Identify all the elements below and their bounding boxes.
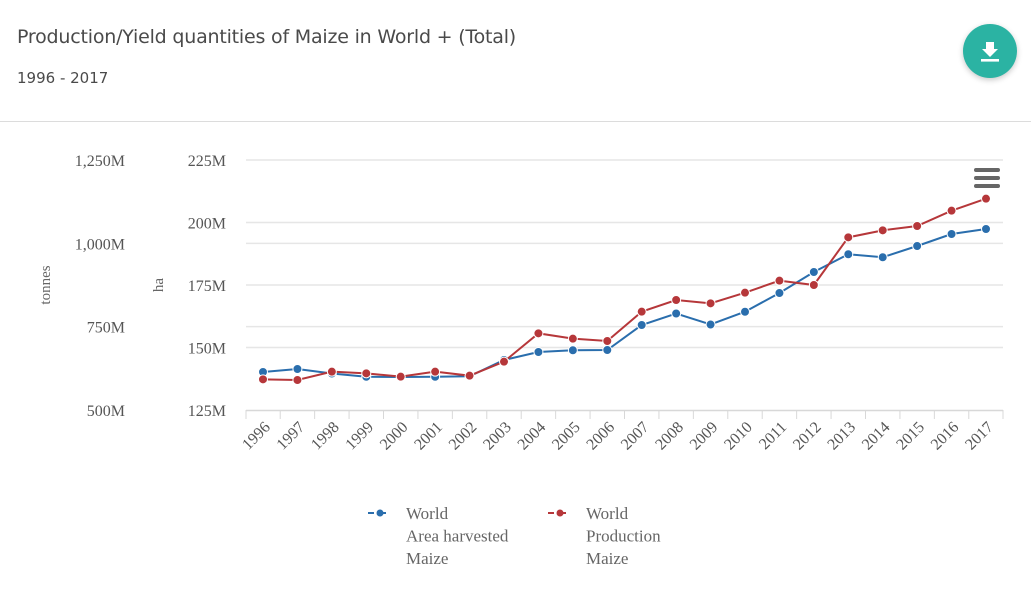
x-tick-label: 2010 — [721, 419, 756, 454]
series — [258, 193, 991, 385]
legend-symbol-marker — [556, 509, 564, 517]
legend-label: Maize — [586, 549, 628, 568]
y-tick-label-ha: 150M — [188, 341, 226, 358]
data-point-production — [533, 328, 544, 339]
series-production — [258, 193, 991, 385]
chart-subtitle: 1996 - 2017 — [17, 69, 109, 87]
data-point-production — [912, 221, 923, 231]
y-tick-label-tonnes: 500M — [87, 403, 125, 420]
legend-label: Production — [586, 527, 661, 546]
data-point-area-harvested — [533, 347, 544, 357]
axes: 125M 150M 175M 200M 225M 500M 750M 1,000M 1,250M… — [38, 153, 1004, 454]
data-point-production — [671, 295, 682, 305]
data-point-production — [326, 366, 337, 377]
data-point-production — [567, 333, 578, 344]
legend-label: Area harvested — [406, 527, 509, 546]
x-tick-label: 1996 — [239, 419, 274, 454]
data-point-production — [464, 370, 475, 381]
grid-lines — [246, 159, 1003, 349]
chart-title: Production/Yield quantities of Maize in … — [17, 26, 517, 48]
legend-label: Maize — [406, 549, 448, 568]
data-point-production — [877, 225, 888, 236]
data-point-production — [430, 366, 441, 377]
data-point-production — [740, 287, 750, 298]
data-point-production — [499, 356, 509, 367]
data-point-production — [946, 205, 957, 216]
x-tick-label: 2016 — [928, 419, 963, 454]
series-line-production — [262, 197, 987, 382]
data-point-area-harvested — [567, 345, 578, 356]
data-point-production — [981, 193, 991, 204]
y-tick-label-ha: 200M — [188, 216, 226, 233]
data-point-area-harvested — [740, 306, 750, 317]
x-tick-label: 2003 — [480, 419, 515, 454]
data-point-production — [292, 375, 303, 385]
legend-label: World — [406, 504, 449, 523]
data-point-area-harvested — [946, 229, 957, 239]
y-tick-label-ha: 175M — [188, 278, 226, 295]
y-tick-label-tonnes: 750M — [87, 320, 125, 337]
data-point-production — [705, 298, 716, 309]
data-point-area-harvested — [774, 288, 785, 298]
x-tick-label: 2007 — [618, 419, 653, 454]
x-tick-label: 1998 — [308, 419, 343, 454]
hamburger-menu-icon[interactable] — [974, 168, 1000, 188]
data-point-area-harvested — [671, 308, 682, 319]
data-point-area-harvested — [981, 224, 991, 234]
download-icon — [981, 42, 999, 62]
y-axis-title-ha: ha — [151, 278, 167, 293]
y-tick-label-ha: 125M — [188, 403, 226, 420]
y-tick-label-ha: 225M — [188, 153, 226, 170]
data-point-area-harvested — [843, 249, 854, 260]
data-point-area-harvested — [808, 267, 819, 277]
data-point-area-harvested — [292, 364, 303, 374]
data-point-area-harvested — [705, 319, 716, 330]
data-point-production — [361, 368, 372, 379]
legend-item-area-harvested[interactable]: World Area harvested Maize — [368, 504, 509, 568]
x-tick-label: 2005 — [549, 419, 584, 454]
legend-label: World — [586, 504, 629, 523]
y-tick-label-tonnes: 1,250M — [75, 153, 125, 170]
x-tick-label: 2001 — [411, 419, 446, 454]
x-tick-label: 2012 — [790, 419, 825, 454]
x-tick-label: 2002 — [446, 419, 481, 454]
data-point-production — [774, 275, 785, 286]
x-tick-label: 2006 — [583, 419, 618, 454]
data-point-area-harvested — [636, 320, 647, 330]
data-point-production — [258, 374, 268, 385]
x-tick-label: 2004 — [515, 419, 550, 454]
x-tick-label: 1999 — [342, 419, 377, 454]
x-tick-label: 2013 — [824, 419, 859, 454]
data-point-production — [395, 371, 406, 382]
header-divider — [0, 121, 1031, 122]
data-point-area-harvested — [877, 252, 888, 263]
download-button[interactable] — [963, 24, 1017, 78]
data-point-area-harvested — [602, 345, 613, 355]
series-area-harvested — [258, 224, 991, 382]
x-tick-label: 2009 — [687, 419, 722, 454]
x-tick-label: 2014 — [859, 419, 894, 454]
x-tick-label: 2008 — [652, 419, 687, 454]
data-point-area-harvested — [912, 241, 923, 251]
x-tick-label: 2000 — [377, 419, 412, 454]
data-point-production — [843, 232, 854, 243]
series-line-area-harvested — [262, 228, 987, 379]
x-tick-label: 2017 — [962, 419, 997, 454]
x-tick-label: 1997 — [274, 419, 309, 454]
legend: World Area harvested Maize World Production M… — [368, 504, 661, 568]
data-point-production — [602, 336, 613, 346]
data-point-production — [808, 280, 819, 290]
y-axis-title-tonnes: tonnes — [38, 265, 54, 304]
legend-item-production[interactable]: World Production Maize — [548, 504, 661, 568]
y-tick-label-tonnes: 1,000M — [75, 236, 125, 253]
legend-symbol-marker — [376, 509, 384, 517]
data-point-production — [636, 306, 647, 317]
x-tick-label: 2011 — [756, 419, 790, 453]
x-tick-label: 2015 — [893, 419, 928, 454]
